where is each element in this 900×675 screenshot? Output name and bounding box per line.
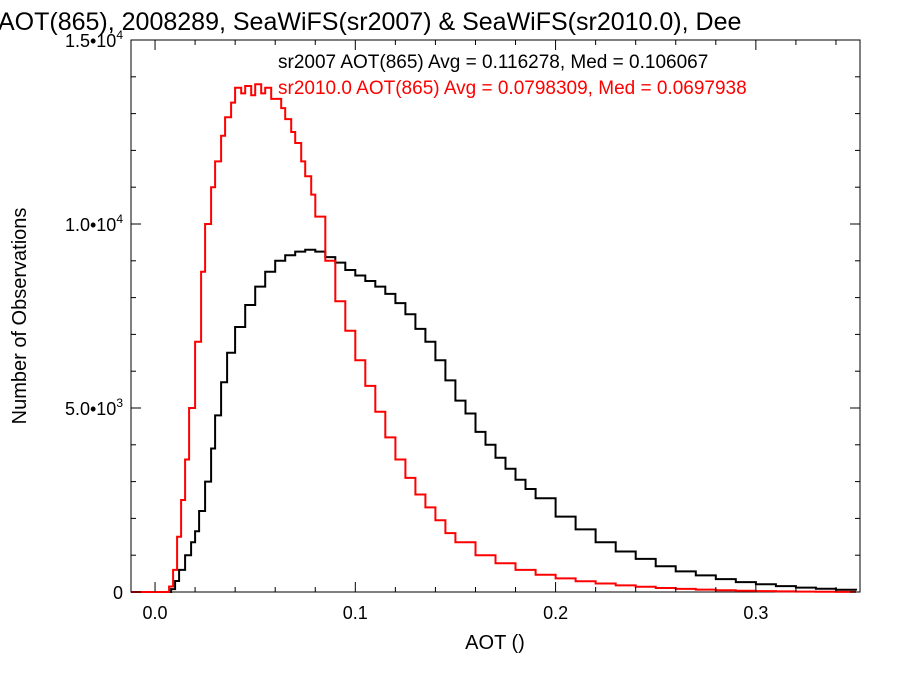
ticks-layer: 0.0 0.1 0.2 0.3 0 5.0•103 1.0•104 1.5•104 bbox=[65, 28, 860, 623]
y-axis-label: Number of Observations bbox=[9, 208, 31, 425]
series-line-sr2007 bbox=[155, 248, 857, 593]
x-tick-label: 0.2 bbox=[543, 603, 568, 623]
x-tick-label: 0.1 bbox=[343, 603, 368, 623]
y-tick-label: 1.5•104 bbox=[65, 28, 123, 51]
annotation-sr2007: sr2007 AOT(865) Avg = 0.116278, Med = 0.… bbox=[278, 52, 708, 73]
series-line-sr2010.0 bbox=[131, 83, 856, 593]
y-tick-label: 1.0•104 bbox=[65, 212, 123, 235]
y-tick-label: 0 bbox=[113, 583, 123, 603]
x-axis-label: AOT () bbox=[465, 632, 525, 654]
x-tick-label: 0.0 bbox=[143, 603, 168, 623]
plot-area bbox=[130, 39, 861, 593]
annotation-sr2010: sr2010.0 AOT(865) Avg = 0.0798309, Med =… bbox=[278, 78, 747, 99]
x-tick-label: 0.3 bbox=[743, 603, 768, 623]
plot-frame bbox=[130, 39, 861, 593]
y-tick-label: 5.0•103 bbox=[65, 396, 123, 419]
chart-title: AOT(865), 2008289, SeaWiFS(sr2007) & Sea… bbox=[0, 8, 741, 36]
series-layer bbox=[131, 83, 857, 593]
